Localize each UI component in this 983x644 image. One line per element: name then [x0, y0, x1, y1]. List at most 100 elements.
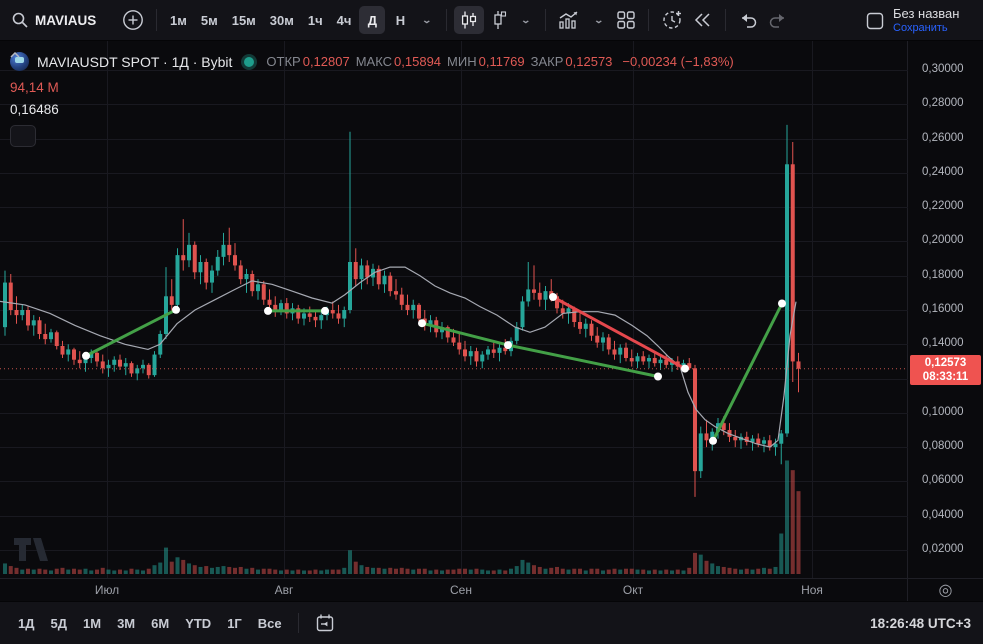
tradingview-logo-icon	[14, 538, 48, 561]
layout-square-icon[interactable]	[865, 11, 885, 31]
range-button-YTD[interactable]: YTD	[185, 615, 212, 631]
bottom-toolbar: 1Д 5Д 1М 3М 6М YTD 1Г Все 18:26:48 UTC+3	[0, 601, 983, 644]
interval-button-1м[interactable]: 1м	[170, 12, 187, 28]
chart-legend: MAVIAUSDT SPOT · 1Д · Bybit ОТКР 0,12807 М…	[10, 52, 734, 147]
toolbar-separator	[648, 9, 650, 31]
interval-button-5м[interactable]: 5м	[200, 12, 218, 28]
legend-symbol-row: MAVIAUSDT SPOT · 1Д · Bybit ОТКР 0,12807 М…	[10, 52, 734, 71]
time-axis-label: Июл	[94, 583, 120, 597]
toolbar-separator	[156, 9, 157, 31]
interval-button-4ч[interactable]: 4ч	[336, 12, 352, 28]
symbol-title[interactable]: MAVIAUSDT SPOT · 1Д · Bybit	[37, 53, 233, 70]
trend-line-anchor[interactable]	[709, 436, 717, 445]
price-axis-label: 0,06000	[922, 474, 964, 487]
alert-clock-plus-icon	[663, 11, 682, 29]
redo-button[interactable]	[763, 6, 793, 34]
coin-logo	[10, 52, 29, 71]
interval-button-15м[interactable]: 15м	[231, 12, 256, 28]
ohlc-value: 0,15894	[394, 54, 442, 69]
range-button-1Д[interactable]: 1Д	[18, 615, 35, 631]
toolbar-left-group: 1м 5м 15м 30м 1ч 4ч ДН ⌄ ⌄	[0, 6, 793, 34]
price-axis[interactable]: 0,12573 08:33:11 0,30000 0,28000 0,26000 0,…	[908, 41, 983, 578]
compare-add-symbol-button[interactable]	[117, 6, 149, 34]
target-icon[interactable]: ◎	[938, 582, 953, 599]
bar-replay-button[interactable]	[688, 6, 718, 34]
chart-type-candles-button[interactable]	[454, 6, 485, 34]
chevron-up-icon	[10, 52, 20, 58]
range-button-5Д[interactable]: 5Д	[50, 615, 68, 631]
interval-buttons: 1м 5м 15м 30м 1ч 4ч Д Н	[164, 6, 413, 34]
interval-button-Н[interactable]: Н	[395, 12, 406, 28]
replay-rewind-icon	[695, 13, 710, 27]
search-icon	[12, 12, 28, 28]
ohlc-values: ОТКР 0,12807 МАКС 0,15894 МИН 0,11769 ЗАКР 0,12…	[266, 54, 612, 69]
range-button-3М[interactable]: 3М	[117, 615, 136, 631]
symbol-search-input[interactable]	[35, 12, 113, 28]
legend-collapse-button[interactable]	[10, 52, 36, 147]
session-clock[interactable]: 18:26:48 UTC+3	[870, 615, 971, 631]
trend-line-anchor[interactable]	[654, 372, 662, 381]
trend-line-anchor[interactable]	[82, 351, 90, 360]
trend-line-green[interactable]	[711, 302, 784, 443]
time-axis[interactable]: Июл Авг Сен Окт Ноя	[0, 578, 908, 601]
save-layout-link[interactable]: Сохранить	[893, 21, 948, 34]
interval-button-1ч[interactable]: 1ч	[307, 12, 323, 28]
trend-line-anchor[interactable]	[549, 293, 557, 301]
chevron-down-icon: ⌄	[593, 14, 605, 25]
price-axis-label: 0,18000	[922, 268, 964, 281]
layout-name[interactable]: Без назван	[893, 5, 960, 21]
interval-menu-button[interactable]: ⌄	[413, 6, 439, 34]
toolbar-separator	[446, 9, 448, 31]
trend-line-anchor[interactable]	[418, 319, 426, 328]
chart-pane[interactable]: MAVIAUSDT SPOT · 1Д · Bybit ОТКР 0,12807 М…	[0, 41, 908, 578]
change-value: −0,00234 (−1,83%)	[622, 54, 734, 69]
ohlc-value: 0,12807	[302, 54, 350, 69]
ohlc-label: МАКС	[355, 54, 393, 69]
alert-button[interactable]	[656, 6, 688, 34]
range-button-Все[interactable]: Все	[257, 615, 282, 631]
price-axis-label: 0,30000	[922, 63, 964, 75]
trend-line-anchor[interactable]	[681, 364, 689, 373]
price-axis-label: 0,14000	[922, 337, 964, 350]
trend-line-anchor[interactable]	[778, 299, 786, 308]
interval-button-30м[interactable]: 30м	[269, 12, 294, 28]
price-axis-label: 0,08000	[922, 440, 964, 453]
indicators-button[interactable]	[553, 6, 585, 34]
trend-line-anchor[interactable]	[172, 305, 180, 314]
price-axis-label: 0,10000	[922, 405, 964, 418]
indicator-templates-menu-button[interactable]: ⌄	[585, 6, 611, 34]
symbol-search[interactable]	[8, 6, 117, 34]
range-button-1М[interactable]: 1М	[83, 615, 102, 631]
ohlc-value: 0,11769	[478, 54, 525, 69]
price-axis-label: 0,22000	[922, 200, 964, 213]
trend-line-anchor[interactable]	[504, 341, 512, 350]
layout-title-block[interactable]: Без назван Сохранить	[893, 6, 977, 36]
trend-line-red[interactable]	[551, 295, 687, 371]
trend-line-green[interactable]	[84, 308, 178, 358]
price-axis-label: 0,24000	[922, 165, 964, 178]
grid-layout-icon	[617, 11, 636, 29]
calendar-icon	[316, 614, 333, 632]
interval-button-Д[interactable]: Д	[359, 6, 386, 34]
layout-grid-button[interactable]	[611, 6, 641, 34]
undo-button[interactable]	[733, 6, 763, 34]
chart-type-alt-button[interactable]	[484, 6, 512, 34]
toolbar-right-group: Без назван Сохранить	[865, 0, 977, 41]
chart-type-menu-button[interactable]: ⌄	[512, 6, 538, 34]
trend-lines[interactable]	[82, 293, 786, 445]
trend-line-anchor[interactable]	[264, 306, 272, 315]
price-axis-label: 0,02000	[922, 543, 964, 555]
chevron-down-icon: ⌄	[520, 14, 532, 25]
go-to-date-button[interactable]	[307, 610, 343, 636]
range-button-1Г[interactable]: 1Г	[227, 615, 242, 631]
ma-value: 0,16486	[10, 102, 59, 117]
price-chart-svg[interactable]	[0, 41, 908, 578]
ohlc-label: МИН	[447, 54, 477, 69]
top-toolbar: 1м 5м 15м 30м 1ч 4ч ДН ⌄ ⌄	[0, 0, 983, 41]
range-button-6М[interactable]: 6М	[151, 615, 170, 631]
candles	[3, 124, 801, 497]
axis-corner[interactable]: ◎	[908, 578, 983, 601]
trend-line-anchor[interactable]	[321, 306, 329, 315]
price-axis-label: 0,28000	[922, 97, 964, 110]
